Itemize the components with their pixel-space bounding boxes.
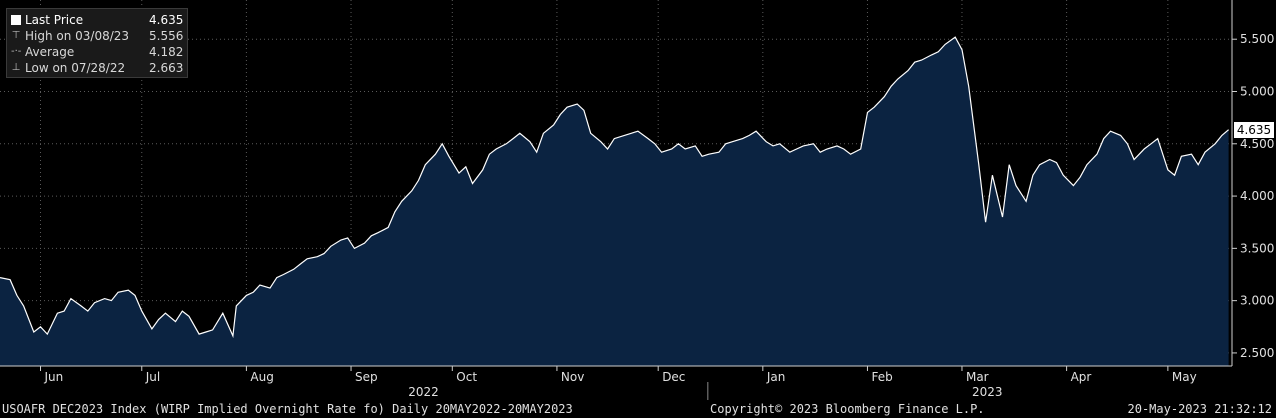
x-month-label: May	[1172, 370, 1197, 384]
y-tick-label: 3.000	[1240, 294, 1274, 308]
legend-low-label: Low on 07/28/22	[25, 61, 126, 75]
x-year-label: 2023	[972, 385, 1003, 399]
x-year-label: 2022	[408, 385, 439, 399]
x-month-label: Nov	[561, 370, 584, 384]
y-tick-label: 4.500	[1240, 137, 1274, 151]
x-month-label: Aug	[250, 370, 273, 384]
y-tick-label: 2.500	[1240, 346, 1274, 360]
y-tick-label: 5.500	[1240, 32, 1274, 46]
x-axis-ticks: Jun Jul Aug Sep Oct Nov Dec Jan Feb Mar Apr May 2022…	[40, 366, 1197, 400]
price-area-fill	[0, 37, 1229, 366]
average-marker-icon: -·-	[11, 46, 22, 57]
last-price-tag: 4.635	[1234, 122, 1274, 138]
y-tick-label: 4.000	[1240, 189, 1274, 203]
legend-low-value: 2.663	[149, 61, 184, 75]
x-month-label: Mar	[966, 370, 989, 384]
x-month-label: Sep	[355, 370, 378, 384]
x-month-label: Oct	[456, 370, 477, 384]
legend-swatch-icon	[11, 12, 21, 31]
x-month-label: Jun	[44, 370, 64, 384]
y-tick-label: 3.500	[1240, 241, 1274, 255]
low-marker-icon: ⊥	[11, 62, 21, 73]
x-month-label: Dec	[662, 370, 685, 384]
footer-timestamp: 20-May-2023 21:32:12	[1127, 402, 1273, 416]
legend-average-value: 4.182	[149, 45, 184, 59]
footer-copyright: Copyright© 2023 Bloomberg Finance L.P.	[710, 402, 985, 416]
legend-high-label: High on 03/08/23	[25, 29, 130, 43]
x-month-label: Jan	[766, 370, 786, 384]
legend-last-price-label: Last Price	[25, 13, 84, 27]
price-line	[0, 36, 1229, 339]
y-axis-ticks: 2.500 3.000 3.500 4.000 4.500 5.000 5.500	[1232, 32, 1274, 360]
x-month-label: Feb	[871, 370, 892, 384]
footer-ticker-info: USOAFR DEC2023 Index (WIRP Implied Overn…	[2, 402, 573, 416]
x-month-label: Jul	[145, 370, 160, 384]
legend-last-price-value: 4.635	[149, 13, 184, 27]
legend-average-label: Average	[25, 45, 75, 59]
high-marker-icon: ⊤	[11, 30, 21, 41]
x-month-label: Apr	[1071, 370, 1092, 384]
legend-high-value: 5.556	[149, 29, 184, 43]
chart-legend: Last Price 4.635 ⊤ High on 03/08/23 5.55…	[6, 8, 188, 78]
y-tick-label: 5.000	[1240, 85, 1274, 99]
